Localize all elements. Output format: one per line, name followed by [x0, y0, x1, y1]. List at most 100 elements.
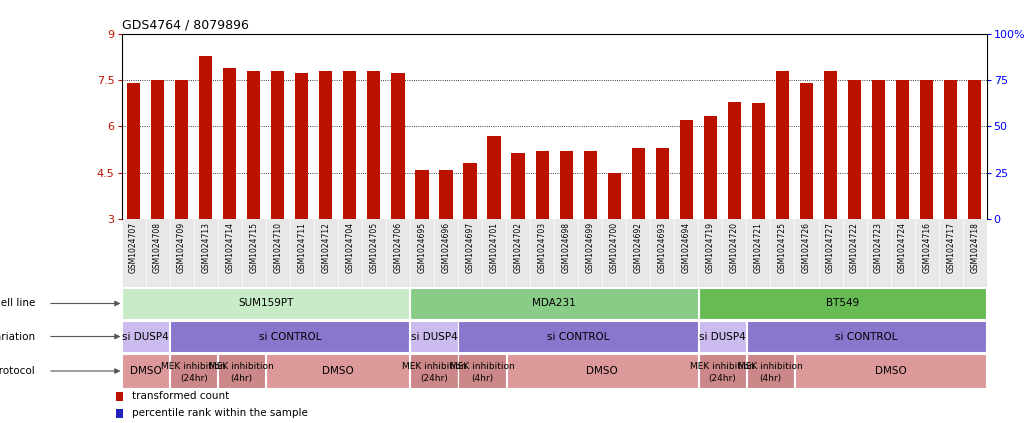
Point — [606, 169, 622, 176]
Bar — [631, 148, 645, 219]
Text: (24hr): (24hr) — [180, 374, 207, 383]
Bar — [296, 72, 308, 219]
Point — [870, 75, 887, 82]
Bar — [391, 72, 405, 219]
Bar — [728, 102, 741, 219]
Point — [894, 77, 911, 84]
Point — [582, 147, 598, 154]
Bar — [824, 71, 837, 219]
Point — [750, 97, 766, 104]
Text: si CONTROL: si CONTROL — [835, 332, 898, 341]
Bar — [122, 288, 410, 319]
Bar — [698, 354, 746, 387]
Point — [654, 131, 671, 137]
Text: MEK inhibition: MEK inhibition — [450, 362, 514, 371]
Bar — [458, 321, 698, 352]
Bar — [440, 170, 452, 219]
Bar — [271, 71, 284, 219]
Point — [221, 77, 238, 84]
Bar — [218, 354, 266, 387]
Bar — [170, 354, 217, 387]
Bar — [122, 321, 169, 352]
Bar — [512, 153, 524, 219]
Bar — [795, 354, 987, 387]
Point — [245, 69, 262, 76]
Point — [317, 68, 334, 74]
Bar — [507, 354, 698, 387]
Bar — [115, 409, 124, 418]
Point — [775, 86, 791, 93]
Bar — [920, 80, 933, 219]
Bar — [175, 80, 188, 219]
Text: GDS4764 / 8079896: GDS4764 / 8079896 — [122, 19, 248, 31]
Text: cell line: cell line — [0, 299, 35, 308]
Bar — [747, 321, 987, 352]
Text: genotype/variation: genotype/variation — [0, 332, 35, 341]
Bar — [122, 354, 169, 387]
Bar — [608, 173, 621, 219]
Bar — [752, 103, 765, 219]
Bar — [319, 71, 333, 219]
Text: MEK inhibition: MEK inhibition — [162, 362, 226, 371]
Bar — [487, 136, 501, 219]
Bar — [151, 80, 164, 219]
Text: BT549: BT549 — [826, 299, 859, 308]
Bar — [559, 151, 573, 219]
Bar — [698, 321, 746, 352]
Point — [366, 75, 382, 82]
Text: si DUSP4: si DUSP4 — [699, 332, 746, 341]
Bar — [343, 71, 356, 219]
Bar — [872, 80, 885, 219]
Text: MEK inhibition: MEK inhibition — [209, 362, 274, 371]
Point — [798, 95, 815, 102]
Bar — [415, 170, 428, 219]
Point — [461, 142, 478, 148]
Point — [438, 147, 454, 154]
Text: MEK inhibition: MEK inhibition — [690, 362, 755, 371]
Point — [966, 79, 983, 85]
Text: DMSO: DMSO — [586, 366, 618, 376]
Bar — [698, 288, 987, 319]
Bar — [247, 71, 261, 219]
Text: MEK inhibition: MEK inhibition — [739, 362, 802, 371]
Point — [126, 79, 142, 85]
Text: percentile rank within the sample: percentile rank within the sample — [132, 409, 308, 418]
Point — [486, 123, 503, 130]
Text: transformed count: transformed count — [132, 391, 230, 401]
Point — [702, 101, 719, 108]
Point — [630, 131, 647, 137]
Point — [342, 68, 358, 74]
Point — [822, 77, 838, 84]
Bar — [747, 354, 794, 387]
Bar — [945, 80, 957, 219]
Text: MDA231: MDA231 — [533, 299, 576, 308]
Point — [510, 131, 526, 137]
Bar — [703, 116, 717, 219]
Point — [534, 129, 550, 135]
Point — [198, 68, 214, 74]
Bar — [680, 120, 693, 219]
Point — [558, 127, 575, 134]
Point — [678, 123, 694, 130]
Text: (24hr): (24hr) — [420, 374, 448, 383]
Bar — [410, 354, 457, 387]
Point — [270, 69, 286, 76]
Point — [726, 95, 743, 102]
Point — [389, 69, 406, 76]
Bar — [458, 354, 506, 387]
Bar — [199, 55, 212, 219]
Bar — [170, 321, 410, 352]
Point — [919, 77, 935, 84]
Bar — [410, 321, 457, 352]
Text: si DUSP4: si DUSP4 — [411, 332, 457, 341]
Bar — [968, 80, 982, 219]
Text: MEK inhibition: MEK inhibition — [402, 362, 467, 371]
Point — [294, 69, 310, 76]
Point — [942, 77, 959, 84]
Text: (4hr): (4hr) — [471, 374, 493, 383]
Text: protocol: protocol — [0, 366, 35, 376]
Bar — [464, 164, 477, 219]
Point — [414, 151, 431, 158]
Text: (4hr): (4hr) — [231, 374, 252, 383]
Bar — [127, 83, 140, 219]
